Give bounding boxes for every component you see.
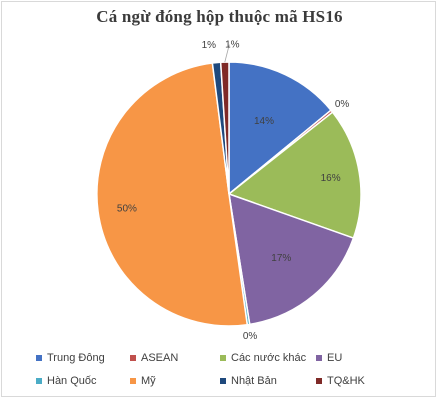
legend-label: Hàn Quốc <box>47 375 97 387</box>
legend-item-asean: ASEAN <box>130 352 178 364</box>
legend-label: Các nước khác <box>231 352 307 364</box>
legend-swatch <box>36 378 42 384</box>
legend-swatch <box>130 355 136 361</box>
legend-label: Nhật Bản <box>231 375 277 387</box>
legend-item-my: Mỹ <box>130 375 156 387</box>
leader-line-tq-hk <box>224 44 230 63</box>
data-label-nhat-ban: 1% <box>202 40 217 51</box>
data-label-cac-nuoc-khac: 16% <box>321 173 341 184</box>
leader-lines <box>224 44 230 63</box>
pie-slice-eu <box>228 192 355 326</box>
legend-swatch <box>220 378 226 384</box>
data-label-trung-dong: 14% <box>254 116 274 127</box>
pie-slice-my <box>96 62 249 327</box>
legend-item-nhat-ban: Nhật Bản <box>220 375 277 387</box>
data-label-my: 50% <box>117 204 137 215</box>
legend-label: TQ&HK <box>327 375 365 387</box>
legend-label: Trung Đông <box>47 352 105 364</box>
data-label-han-quoc: 0% <box>243 331 258 342</box>
legend-swatch <box>316 378 322 384</box>
legend-swatch <box>130 378 136 384</box>
pie-slice-cac-nuoc-khac <box>227 111 362 240</box>
legend-label: ASEAN <box>141 352 179 364</box>
legend-swatch <box>316 355 322 361</box>
legend-item-han-quoc: Hàn Quốc <box>36 375 97 387</box>
pie-slices <box>96 61 362 327</box>
data-label-tq-hk: 1% <box>225 40 240 51</box>
data-label-asean: 0% <box>335 99 350 110</box>
legend-swatch <box>36 355 42 361</box>
data-labels: 14% 0% 16% 17% 0% 50% 1% 1% <box>117 40 350 342</box>
data-label-eu: 17% <box>271 253 291 264</box>
legend-item-trung-dong: Trung Đông <box>36 352 105 364</box>
legend-item-eu: EU <box>316 352 342 364</box>
legend-swatch <box>220 355 226 361</box>
legend-item-cac-nuoc-khac: Các nước khác <box>220 352 306 364</box>
legend-label: Mỹ <box>141 375 156 387</box>
chart-title: Cá ngừ đóng hộp thuộc mã HS16 <box>96 7 343 26</box>
pie-slice-trung-dong <box>228 61 333 196</box>
legend-label: EU <box>327 352 343 364</box>
legend-item-tq-hk: TQ&HK <box>316 375 365 387</box>
